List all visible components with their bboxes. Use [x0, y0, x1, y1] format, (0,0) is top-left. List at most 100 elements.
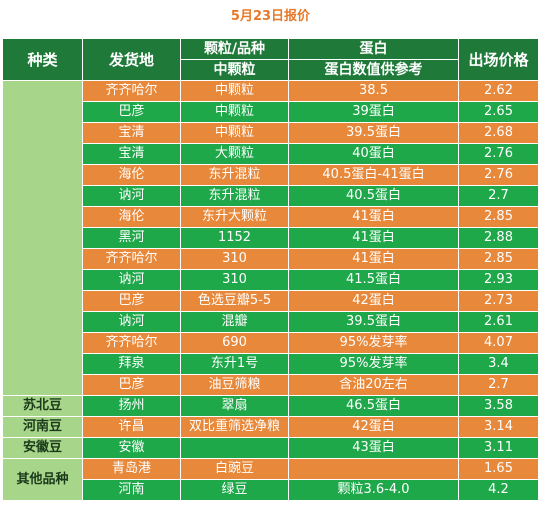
protein-cell: 40.5蛋白 — [288, 185, 459, 207]
price-cell: 3.14 — [458, 416, 539, 438]
price-cell: 2.85 — [458, 248, 539, 270]
table-row: 河南 绿豆 颗粒3.6-4.0 4.2 — [3, 479, 539, 501]
origin-cell: 齐齐哈尔 — [82, 248, 181, 270]
origin-cell: 巴彦 — [82, 290, 181, 312]
origin-cell: 青岛港 — [82, 458, 181, 480]
table-row: 齐齐哈尔 690 95%发芽率 4.07 — [3, 332, 539, 354]
origin-cell: 讷河 — [82, 311, 181, 333]
header-price: 出场价格 — [458, 38, 539, 81]
table-row: 讷河 混瓣 39.5蛋白 2.61 — [3, 311, 539, 333]
grain-cell: 油豆筛粮 — [180, 374, 289, 396]
table-row: 齐齐哈尔 310 41蛋白 2.85 — [3, 248, 539, 270]
protein-cell: 46.5蛋白 — [288, 395, 459, 417]
origin-cell: 巴彦 — [82, 374, 181, 396]
protein-cell: 38.5 — [288, 80, 459, 102]
table-row: 海伦 东升混粒 40.5蛋白-41蛋白 2.76 — [3, 164, 539, 186]
table-row: 巴彦 中颗粒 39蛋白 2.65 — [3, 101, 539, 123]
price-cell: 2.65 — [458, 101, 539, 123]
grain-cell — [180, 437, 289, 459]
grain-cell: 绿豆 — [180, 479, 289, 501]
grain-cell: 310 — [180, 248, 289, 270]
protein-cell: 41蛋白 — [288, 248, 459, 270]
price-cell: 3.11 — [458, 437, 539, 459]
price-cell: 2.68 — [458, 122, 539, 144]
origin-cell: 海伦 — [82, 164, 181, 186]
price-cell: 4.07 — [458, 332, 539, 354]
grain-cell: 1152 — [180, 227, 289, 249]
price-cell: 2.61 — [458, 311, 539, 333]
table-row: 其他品种 青岛港 白豌豆 1.65 — [2, 458, 539, 501]
origin-cell: 河南 — [82, 479, 181, 501]
price-cell: 4.2 — [458, 479, 539, 501]
table-row: 宝清 中颗粒 39.5蛋白 2.68 — [3, 122, 539, 144]
protein-cell: 42蛋白 — [288, 416, 459, 438]
origin-cell: 海伦 — [82, 206, 181, 228]
protein-cell: 40蛋白 — [288, 143, 459, 165]
grain-cell: 中颗粒 — [180, 122, 289, 144]
price-cell: 2.88 — [458, 227, 539, 249]
protein-cell: 颗粒3.6-4.0 — [288, 479, 459, 501]
price-cell: 1.65 — [458, 458, 539, 480]
origin-cell: 黑河 — [82, 227, 181, 249]
origin-cell: 齐齐哈尔 — [82, 332, 181, 354]
origin-cell: 齐齐哈尔 — [82, 80, 181, 102]
price-cell: 2.93 — [458, 269, 539, 291]
grain-cell: 310 — [180, 269, 289, 291]
type-cell: 其他品种 — [2, 458, 83, 501]
price-cell: 3.58 — [458, 395, 539, 417]
table-row: 讷河 东升混粒 40.5蛋白 2.7 — [3, 185, 539, 207]
table-row: 苏北豆 扬州 翠扇 46.5蛋白 3.58 — [2, 395, 539, 417]
page-title: 5月23日报价 — [230, 9, 311, 24]
grain-cell: 大颗粒 — [180, 143, 289, 165]
grain-cell: 690 — [180, 332, 289, 354]
grain-cell: 中颗粒 — [180, 101, 289, 123]
table-row: 巴彦 色选豆瓣5-5 42蛋白 2.73 — [3, 290, 539, 312]
origin-cell: 扬州 — [82, 395, 181, 417]
header-protein-sub: 蛋白数值供参考 — [288, 59, 459, 81]
origin-cell: 讷河 — [82, 185, 181, 207]
grain-cell: 东升混粒 — [180, 185, 289, 207]
price-cell: 2.85 — [458, 206, 539, 228]
grain-cell: 东升1号 — [180, 353, 289, 375]
header-grain: 颗粒/品种 — [180, 38, 289, 60]
protein-cell: 95%发芽率 — [288, 332, 459, 354]
price-cell: 2.62 — [458, 80, 539, 102]
header-type: 种类 — [2, 38, 83, 81]
protein-cell: 41蛋白 — [288, 206, 459, 228]
protein-cell: 42蛋白 — [288, 290, 459, 312]
grain-cell: 白豌豆 — [180, 458, 289, 480]
grain-cell: 中颗粒 — [180, 80, 289, 102]
table-row: 安徽豆 安徽 43蛋白 3.11 — [2, 437, 539, 459]
grain-cell: 翠扇 — [180, 395, 289, 417]
price-table: 种类 发货地 颗粒/品种 蛋白 出场价格 中颗粒 蛋白数值供参考 齐齐哈尔 中颗粒… — [2, 38, 539, 501]
table-row: 河南豆 许昌 双比重筛选净粮 42蛋白 3.14 — [2, 416, 539, 438]
protein-cell: 39.5蛋白 — [288, 122, 459, 144]
table-row: 拜泉 东升1号 95%发芽率 3.4 — [3, 353, 539, 375]
type-cell — [2, 80, 83, 396]
grain-cell: 双比重筛选净粮 — [180, 416, 289, 438]
protein-cell: 41蛋白 — [288, 227, 459, 249]
protein-cell — [288, 458, 459, 480]
protein-cell: 含油20左右 — [288, 374, 459, 396]
price-cell: 2.73 — [458, 290, 539, 312]
header-grain-sub: 中颗粒 — [180, 59, 289, 81]
origin-cell: 安徽 — [82, 437, 181, 459]
origin-cell: 宝清 — [82, 122, 181, 144]
origin-cell: 宝清 — [82, 143, 181, 165]
table-row: 齐齐哈尔 中颗粒 38.5 2.62 — [2, 80, 539, 396]
protein-cell: 39蛋白 — [288, 101, 459, 123]
protein-cell: 39.5蛋白 — [288, 311, 459, 333]
table-row: 宝清 大颗粒 40蛋白 2.76 — [3, 143, 539, 165]
table-row: 巴彦 油豆筛粮 含油20左右 2.7 — [3, 374, 539, 396]
protein-cell: 40.5蛋白-41蛋白 — [288, 164, 459, 186]
protein-cell: 95%发芽率 — [288, 353, 459, 375]
table-row: 讷河 310 41.5蛋白 2.93 — [3, 269, 539, 291]
grain-cell: 混瓣 — [180, 311, 289, 333]
origin-cell: 许昌 — [82, 416, 181, 438]
type-cell: 安徽豆 — [2, 437, 83, 459]
table-row: 黑河 1152 41蛋白 2.88 — [3, 227, 539, 249]
type-cell: 河南豆 — [2, 416, 83, 438]
origin-cell: 拜泉 — [82, 353, 181, 375]
price-cell: 2.76 — [458, 143, 539, 165]
protein-cell: 43蛋白 — [288, 437, 459, 459]
